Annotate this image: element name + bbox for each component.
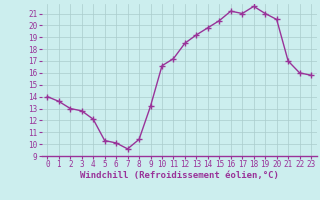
- X-axis label: Windchill (Refroidissement éolien,°C): Windchill (Refroidissement éolien,°C): [80, 171, 279, 180]
